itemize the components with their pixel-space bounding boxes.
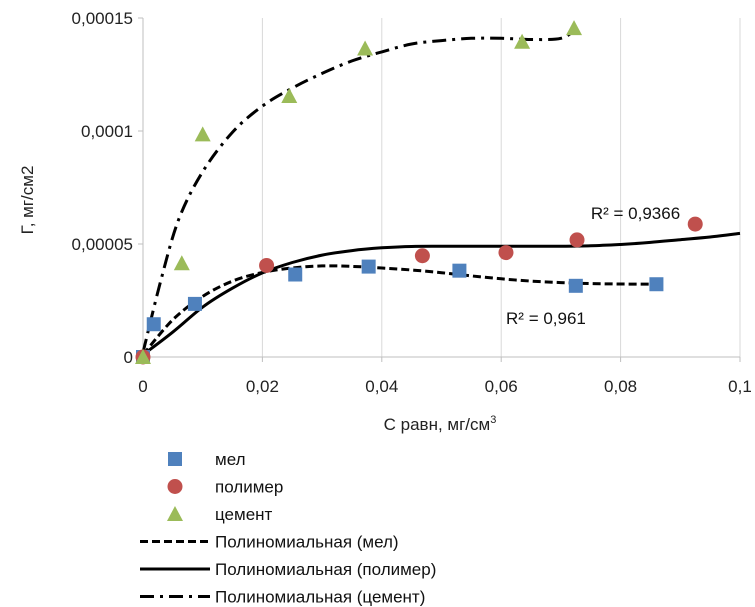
trendline-solid (142, 231, 741, 356)
point-triangle (357, 40, 374, 56)
point-circle (414, 248, 430, 264)
legend-marker-triangle (167, 506, 183, 521)
point-square (649, 277, 664, 292)
x-tick-label: 0,08 (604, 377, 637, 396)
point-square (187, 296, 202, 311)
y-tick-label: 0,0001 (81, 122, 133, 141)
r-squared-label: R² = 0,961 (506, 309, 586, 328)
x-tick-label: 0,02 (246, 377, 279, 396)
trendline-dashed (141, 264, 657, 356)
point-triangle (514, 33, 531, 49)
annotations: R² = 0,9366 R² = 0,961 (506, 204, 680, 328)
x-tick-label: 0,06 (485, 377, 518, 396)
x-tick-label: 0 (138, 377, 147, 396)
point-triangle (194, 126, 211, 142)
y-axis-label: Г, мг/см2 (18, 166, 37, 235)
trendlines (141, 28, 741, 356)
r-squared-label: R² = 0,9366 (591, 204, 680, 223)
legend-label: цемент (215, 505, 273, 524)
point-square (146, 317, 161, 332)
point-circle (259, 257, 275, 273)
point-circle (569, 232, 585, 248)
point-square (288, 267, 303, 282)
legend-marker-square (168, 452, 182, 466)
point-square (361, 259, 376, 274)
point-circle (687, 216, 703, 232)
point-circle (498, 245, 514, 261)
legend-label: Полиномиальная (полимер) (215, 560, 436, 579)
point-square (568, 278, 583, 293)
point-triangle (173, 255, 190, 271)
y-tick-label: 0,00005 (72, 235, 133, 254)
legend-label: Полиномиальная (мел) (215, 533, 399, 552)
x-axis-label: С равн, мг/см3 (384, 414, 497, 434)
x-tick-label: 0,04 (365, 377, 398, 396)
legend-label: полимер (215, 478, 283, 497)
point-square (452, 263, 467, 278)
legend-marker-circle (167, 479, 183, 494)
y-tick-label: 0,00015 (72, 9, 133, 28)
tick-labels: 0 0,02 0,04 0,06 0,08 0,1 0 0,00005 0,0001 0,0001… (72, 9, 752, 396)
x-tick-label: 0,1 (728, 377, 752, 396)
trendline-dashdot (141, 28, 577, 353)
data-points (135, 20, 703, 365)
point-triangle (566, 20, 583, 36)
legend-label: Полиномиальная (цемент) (215, 588, 425, 607)
gridlines (261, 18, 741, 357)
legend-label: мел (215, 450, 246, 469)
y-tick-label: 0 (124, 348, 133, 367)
point-triangle (135, 349, 151, 364)
legend: мел полимер цемент Полиномиальная (мел) Поли… (140, 450, 436, 607)
point-triangle (281, 87, 298, 103)
x-axis-label-superscript: 3 (490, 414, 496, 426)
